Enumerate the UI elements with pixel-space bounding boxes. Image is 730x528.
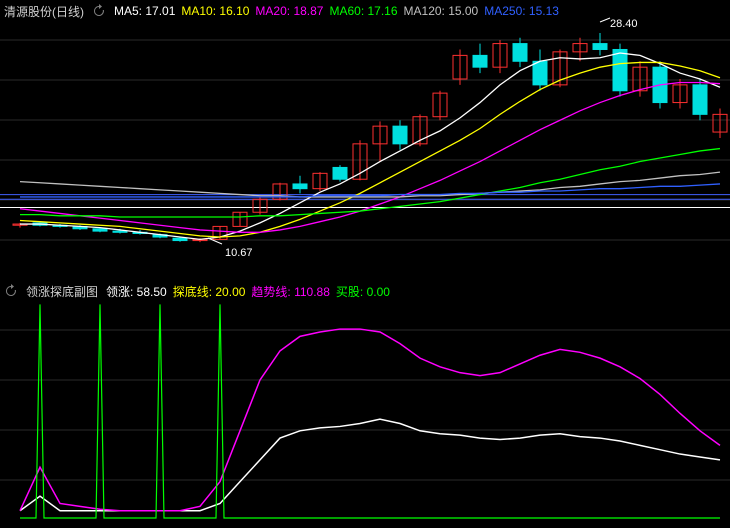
refresh-icon[interactable] [4, 284, 18, 298]
indicator-entry: 探底线: 20.00 [173, 285, 246, 299]
indicator-values: 领涨: 58.50 探底线: 20.00 趋势线: 110.88 买股: 0.00 [106, 283, 396, 300]
ma-legend: MA5: 17.01 MA10: 16.10 MA20: 18.87 MA60: 17… [114, 4, 565, 18]
main-legend: 清源股份(日线) MA5: 17.01 MA10: 16.10 MA20: 18.8… [4, 2, 565, 20]
ma-entry: MA20: 18.87 [255, 4, 323, 18]
ma-entry: MA5: 17.01 [114, 4, 175, 18]
low-price-label: 10.67 [225, 247, 253, 259]
indicator-entry: 买股: 0.00 [336, 285, 390, 299]
candlestick-chart [0, 0, 730, 260]
ma-entry: MA60: 17.16 [329, 4, 397, 18]
ma-entry: MA10: 16.10 [181, 4, 249, 18]
ma-entry: MA120: 15.00 [404, 4, 479, 18]
indicator-panel[interactable]: 领涨探底副图 领涨: 58.50 探底线: 20.00 趋势线: 110.88 买股:… [0, 280, 730, 528]
refresh-icon[interactable] [92, 4, 106, 18]
main-chart-panel[interactable]: 清源股份(日线) MA5: 17.01 MA10: 16.10 MA20: 18.8… [0, 0, 730, 260]
indicator-entry: 趋势线: 110.88 [251, 285, 329, 299]
indicator-title: 领涨探底副图 [26, 283, 98, 300]
stock-title: 清源股份(日线) [4, 3, 84, 20]
indicator-legend: 领涨探底副图 领涨: 58.50 探底线: 20.00 趋势线: 110.88 买股:… [4, 282, 396, 300]
indicator-entry: 领涨: 58.50 [106, 285, 167, 299]
indicator-chart [0, 280, 730, 528]
ma-entry: MA250: 15.13 [484, 4, 559, 18]
high-price-label: 28.40 [610, 18, 638, 30]
